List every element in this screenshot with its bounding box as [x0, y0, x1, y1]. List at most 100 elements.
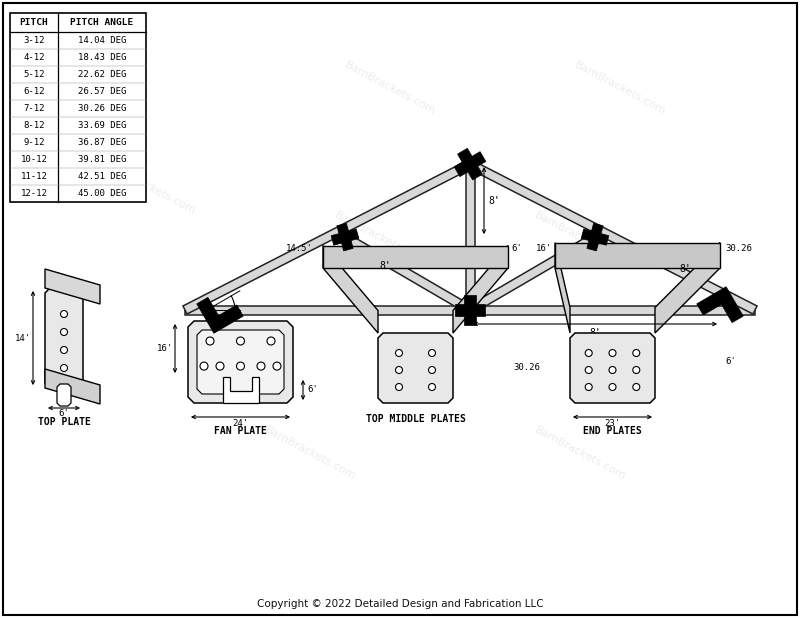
Circle shape	[586, 384, 592, 391]
Circle shape	[633, 350, 640, 357]
Circle shape	[609, 384, 616, 391]
Polygon shape	[197, 297, 243, 333]
Text: 9-12: 9-12	[23, 138, 45, 147]
Bar	[10, 13, 146, 202]
Polygon shape	[323, 245, 378, 333]
Text: 3-12: 3-12	[23, 36, 45, 45]
Circle shape	[586, 350, 592, 357]
Text: 14.5': 14.5'	[286, 243, 313, 253]
Text: 14': 14'	[15, 334, 31, 342]
Circle shape	[200, 362, 208, 370]
Text: BarnBrackets.com: BarnBrackets.com	[533, 210, 627, 266]
Circle shape	[257, 362, 265, 370]
Circle shape	[395, 350, 402, 357]
Text: FAN PLATE: FAN PLATE	[214, 426, 267, 436]
Polygon shape	[323, 245, 508, 268]
Text: 30.26: 30.26	[513, 363, 540, 373]
Circle shape	[395, 384, 402, 391]
Text: 6': 6'	[308, 386, 318, 394]
Text: PITCH: PITCH	[20, 18, 48, 27]
Text: BarnBrackets.com: BarnBrackets.com	[333, 210, 427, 266]
Circle shape	[61, 347, 67, 353]
Circle shape	[61, 310, 67, 318]
Text: 8-12: 8-12	[23, 121, 45, 130]
Text: 24': 24'	[233, 418, 249, 428]
Text: BarnBrackets.com: BarnBrackets.com	[533, 425, 627, 481]
Polygon shape	[197, 330, 284, 394]
Circle shape	[586, 366, 592, 373]
Text: 16': 16'	[157, 344, 173, 353]
Text: 30.26: 30.26	[725, 243, 752, 253]
Text: BarnBrackets.com: BarnBrackets.com	[102, 159, 198, 216]
Text: Copyright © 2022 Detailed Design and Fabrication LLC: Copyright © 2022 Detailed Design and Fab…	[257, 599, 543, 609]
Text: 4-12: 4-12	[23, 53, 45, 62]
Circle shape	[633, 366, 640, 373]
Text: 18.43 DEG: 18.43 DEG	[78, 53, 126, 62]
Polygon shape	[453, 245, 508, 333]
Polygon shape	[455, 295, 485, 325]
Circle shape	[429, 384, 435, 391]
Text: BarnBrackets.com: BarnBrackets.com	[573, 60, 667, 116]
Circle shape	[609, 366, 616, 373]
Text: 6': 6'	[725, 357, 736, 365]
Circle shape	[609, 350, 616, 357]
Text: 26.57 DEG: 26.57 DEG	[78, 87, 126, 96]
Circle shape	[273, 362, 281, 370]
Text: 11-12: 11-12	[21, 172, 47, 181]
Circle shape	[237, 337, 245, 345]
Circle shape	[267, 337, 275, 345]
Polygon shape	[697, 287, 743, 323]
Polygon shape	[466, 164, 474, 310]
Polygon shape	[378, 333, 453, 403]
Text: END PLATES: END PLATES	[583, 426, 642, 436]
Polygon shape	[468, 160, 757, 314]
Text: 42.51 DEG: 42.51 DEG	[78, 172, 126, 181]
Text: BarnBrackets.com: BarnBrackets.com	[342, 60, 438, 116]
Text: BarnBrackets.com: BarnBrackets.com	[262, 425, 358, 481]
Polygon shape	[45, 369, 100, 404]
Circle shape	[395, 366, 402, 373]
Polygon shape	[222, 377, 258, 403]
Polygon shape	[454, 148, 486, 180]
Text: 30.26: 30.26	[234, 343, 266, 353]
Text: 8': 8'	[680, 263, 691, 274]
Circle shape	[61, 329, 67, 336]
Circle shape	[61, 365, 67, 371]
Text: TOP MIDDLE PLATES: TOP MIDDLE PLATES	[366, 414, 466, 424]
Text: 45.00 DEG: 45.00 DEG	[78, 189, 126, 198]
Polygon shape	[570, 333, 655, 403]
Polygon shape	[468, 233, 598, 314]
Polygon shape	[331, 223, 359, 251]
Text: 6': 6'	[58, 410, 70, 418]
Text: 8': 8'	[589, 328, 601, 338]
Polygon shape	[655, 242, 720, 333]
Text: 5-12: 5-12	[23, 70, 45, 79]
Circle shape	[633, 384, 640, 391]
Text: 16': 16'	[536, 243, 552, 253]
Circle shape	[206, 337, 214, 345]
Text: 14.04 DEG: 14.04 DEG	[78, 36, 126, 45]
Text: 39.81 DEG: 39.81 DEG	[78, 155, 126, 164]
Polygon shape	[185, 305, 755, 315]
Text: 6': 6'	[511, 243, 522, 253]
Text: 23': 23'	[605, 418, 621, 428]
Circle shape	[216, 362, 224, 370]
Polygon shape	[183, 160, 472, 314]
Text: 10-12: 10-12	[21, 155, 47, 164]
Text: 12-12: 12-12	[21, 189, 47, 198]
Text: 30.26 DEG: 30.26 DEG	[78, 104, 126, 113]
Text: 22.62 DEG: 22.62 DEG	[78, 70, 126, 79]
Text: 6-12: 6-12	[23, 87, 45, 96]
Polygon shape	[57, 384, 71, 406]
Polygon shape	[555, 242, 720, 268]
Text: 7-12: 7-12	[23, 104, 45, 113]
Polygon shape	[342, 233, 472, 314]
Text: 8': 8'	[488, 196, 500, 206]
Circle shape	[429, 366, 435, 373]
Text: 36.87 DEG: 36.87 DEG	[78, 138, 126, 147]
Circle shape	[237, 362, 245, 370]
Text: PITCH ANGLE: PITCH ANGLE	[70, 18, 134, 27]
Polygon shape	[188, 321, 293, 403]
Text: TOP PLATE: TOP PLATE	[38, 417, 90, 427]
Polygon shape	[581, 223, 609, 251]
